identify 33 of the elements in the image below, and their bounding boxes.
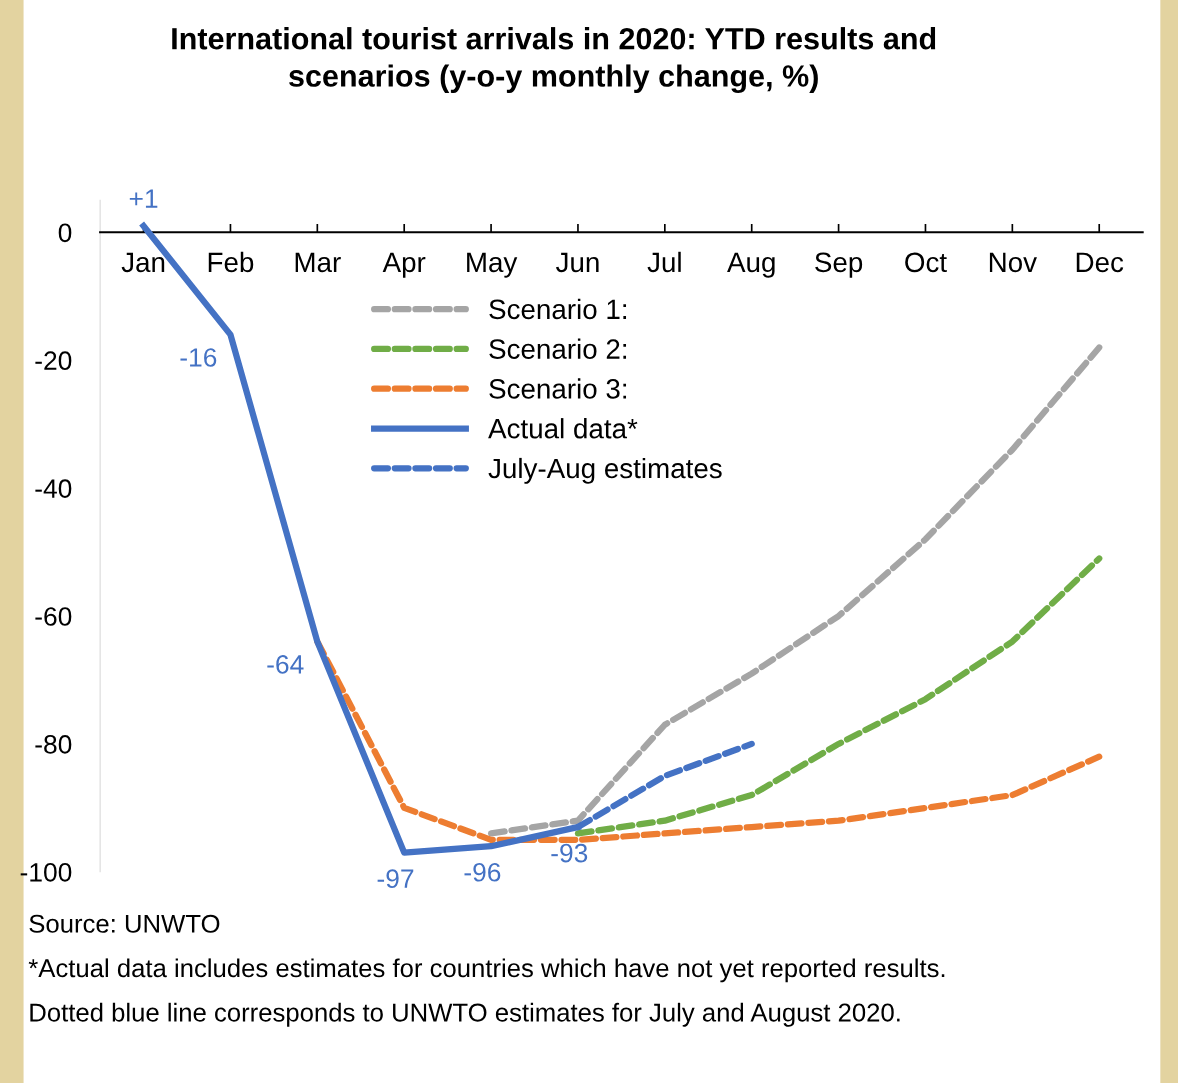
legend-label: Actual data*: [488, 418, 638, 439]
y-tick-label: -40: [35, 479, 72, 498]
y-tick-label: -20: [35, 351, 72, 371]
legend-label: July-Aug estimates: [488, 457, 722, 484]
y-tick-label: -80: [35, 735, 72, 754]
x-tick-label: Apr: [382, 252, 426, 278]
x-tick-label: Jan: [121, 252, 165, 273]
data-label: -96: [464, 862, 501, 882]
chart-title: International tourist arrivals in 2020: YTD results and scenarios (y-o-y monthly change, %): [172, 27, 936, 94]
source-note: Source: UNWTO: [29, 914, 220, 933]
y-tick-label: 0: [58, 223, 72, 243]
x-tick-label: Sep: [815, 252, 863, 278]
text: *Actual data includes estimates for countries which have not yet reported results.: [28, 958, 945, 983]
legend-label: Scenario 1:: [489, 298, 627, 320]
data-label: -64: [267, 655, 304, 674]
x-tick-label: Nov: [989, 252, 1037, 273]
y-tick-label: -60: [35, 607, 72, 626]
data-label: -97: [377, 869, 414, 888]
legend-label: Scenario 2:: [489, 338, 627, 359]
text: Dotted blue line corresponds to UNWTO estimates for July and August 2020.: [30, 1002, 900, 1027]
data-label: -93: [551, 843, 588, 863]
x-tick-label: Jun: [556, 252, 599, 273]
x-tick-label: May: [467, 252, 518, 278]
data-label: +1: [129, 189, 158, 208]
x-tick-label: Mar: [295, 252, 341, 273]
data-label: -16: [180, 348, 217, 367]
x-tick-label: Jul: [647, 251, 681, 273]
x-tick-label: Aug: [727, 252, 775, 278]
x-tick-label: Oct: [905, 252, 947, 273]
x-tick-label: Dec: [1076, 252, 1124, 273]
legend-label: Scenario 3:: [489, 378, 627, 399]
x-tick-label: Feb: [208, 251, 254, 273]
y-tick-label: -100: [20, 862, 72, 882]
